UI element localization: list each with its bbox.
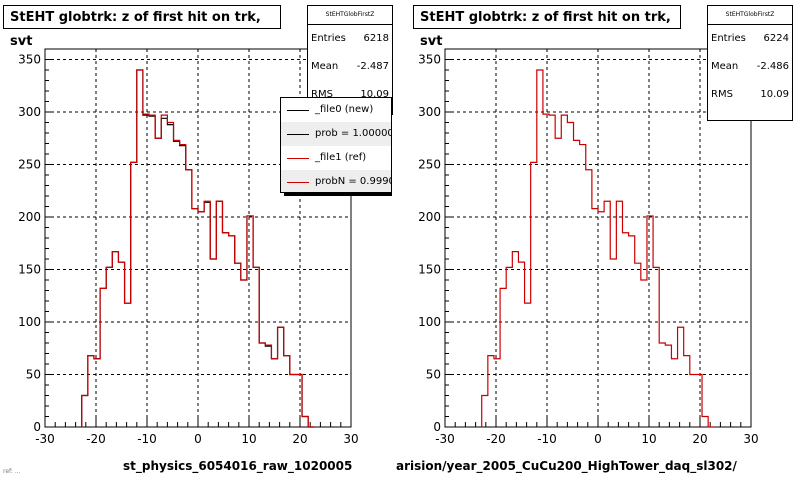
legend-label-new: _file0 (new) bbox=[315, 104, 374, 115]
legend-entry-new: _file0 (new) bbox=[281, 98, 391, 122]
right-histogram-series-0 bbox=[481, 69, 715, 428]
left-histogram-series-1 bbox=[81, 69, 315, 428]
left-panel-title: StEHT globtrk: z of first hit on trk, sv… bbox=[3, 5, 281, 49]
left-stats-rms-row: RMS 10.09 bbox=[308, 81, 392, 109]
right-stats-name: StEHTGlobFirstZ bbox=[708, 6, 792, 25]
right-y-tick-label: 150 bbox=[418, 263, 441, 277]
right-y-tick-label: 350 bbox=[418, 53, 441, 67]
right-x-tick-label: 0 bbox=[594, 432, 602, 446]
right-panel-title: StEHT globtrk: z of first hit on trk, sv… bbox=[413, 5, 681, 49]
left-x-tick-label: -30 bbox=[35, 432, 55, 446]
right-x-caption: arision/year_2005_CuCu200_HighTower_daq_… bbox=[396, 459, 737, 473]
left-stats-rms-value: 10.09 bbox=[360, 89, 389, 100]
legend-swatch-prob bbox=[287, 134, 309, 135]
right-stats-rms-label: RMS bbox=[711, 89, 733, 100]
left-x-tick-label: 20 bbox=[292, 432, 307, 446]
left-y-tick-label: 250 bbox=[18, 158, 41, 172]
left-x-tick-label: 10 bbox=[241, 432, 256, 446]
legend-label-probn: probN = 0.999060 bbox=[315, 176, 391, 187]
left-x-tick-label: 0 bbox=[194, 432, 202, 446]
right-stats-mean-value: -2.486 bbox=[756, 61, 789, 72]
left-y-tick-label: 100 bbox=[18, 315, 41, 329]
right-x-tick-label: -30 bbox=[435, 432, 455, 446]
left-y-tick-label: 350 bbox=[18, 53, 41, 67]
legend-label-ref: _file1 (ref) bbox=[315, 152, 367, 163]
right-y-tick-label: 0 bbox=[433, 420, 441, 434]
right-x-tick-label: 20 bbox=[692, 432, 707, 446]
right-y-tick-label: 200 bbox=[418, 210, 441, 224]
legend-entry-prob: prob = 1.000000 bbox=[281, 122, 392, 146]
left-x-tick-label: -20 bbox=[86, 432, 106, 446]
right-stats-entries-row: Entries 6224 bbox=[708, 25, 792, 53]
legend-shadow bbox=[284, 192, 392, 196]
left-x-caption: st_physics_6054016_raw_1020005 bbox=[123, 459, 353, 473]
legend-entry-ref: _file1 (ref) bbox=[281, 146, 391, 170]
right-stats-rms-value: 10.09 bbox=[760, 89, 789, 100]
left-stats-mean-value: -2.487 bbox=[356, 61, 389, 72]
left-stats-entries-label: Entries bbox=[311, 33, 346, 44]
right-x-tick-label: -10 bbox=[537, 432, 557, 446]
right-stats-mean-label: Mean bbox=[711, 61, 739, 72]
right-x-tick-label: 30 bbox=[743, 432, 758, 446]
right-y-tick-label: 300 bbox=[418, 105, 441, 119]
left-stats-rms-label: RMS bbox=[311, 89, 333, 100]
right-stats-mean-row: Mean -2.486 bbox=[708, 53, 792, 81]
right-stats-entries-value: 6224 bbox=[763, 33, 789, 44]
legend-label-prob: prob = 1.000000 bbox=[315, 128, 392, 139]
left-stats-mean-row: Mean -2.487 bbox=[308, 53, 392, 81]
right-y-tick-label: 100 bbox=[418, 315, 441, 329]
legend-swatch-new bbox=[287, 110, 309, 111]
left-stats-name: StEHTGlobFirstZ bbox=[308, 6, 392, 25]
left-x-tick-label: 30 bbox=[343, 432, 358, 446]
left-y-tick-label: 0 bbox=[33, 420, 41, 434]
right-x-tick-label: 10 bbox=[641, 432, 656, 446]
right-y-tick-label: 250 bbox=[418, 158, 441, 172]
legend-swatch-probn bbox=[287, 182, 309, 183]
left-stats-mean-label: Mean bbox=[311, 61, 339, 72]
legend-swatch-ref bbox=[287, 158, 309, 159]
left-stats-entries-row: Entries 6218 bbox=[308, 25, 392, 53]
left-x-tick-label: -10 bbox=[137, 432, 157, 446]
legend-entry-probn: probN = 0.999060 bbox=[281, 170, 391, 192]
right-stats-box: StEHTGlobFirstZ Entries 6224 Mean -2.486… bbox=[707, 5, 793, 121]
legend-box: _file0 (new) prob = 1.000000 _file1 (ref… bbox=[280, 97, 392, 193]
footer-text: ref: ... bbox=[3, 468, 21, 475]
left-stats-entries-value: 6218 bbox=[363, 33, 389, 44]
right-stats-rms-row: RMS 10.09 bbox=[708, 81, 792, 109]
right-stats-entries-label: Entries bbox=[711, 33, 746, 44]
left-y-tick-label: 300 bbox=[18, 105, 41, 119]
left-y-tick-label: 200 bbox=[18, 210, 41, 224]
left-y-tick-label: 50 bbox=[26, 368, 41, 382]
right-y-tick-label: 50 bbox=[426, 368, 441, 382]
left-y-tick-label: 150 bbox=[18, 263, 41, 277]
right-x-tick-label: -20 bbox=[486, 432, 506, 446]
